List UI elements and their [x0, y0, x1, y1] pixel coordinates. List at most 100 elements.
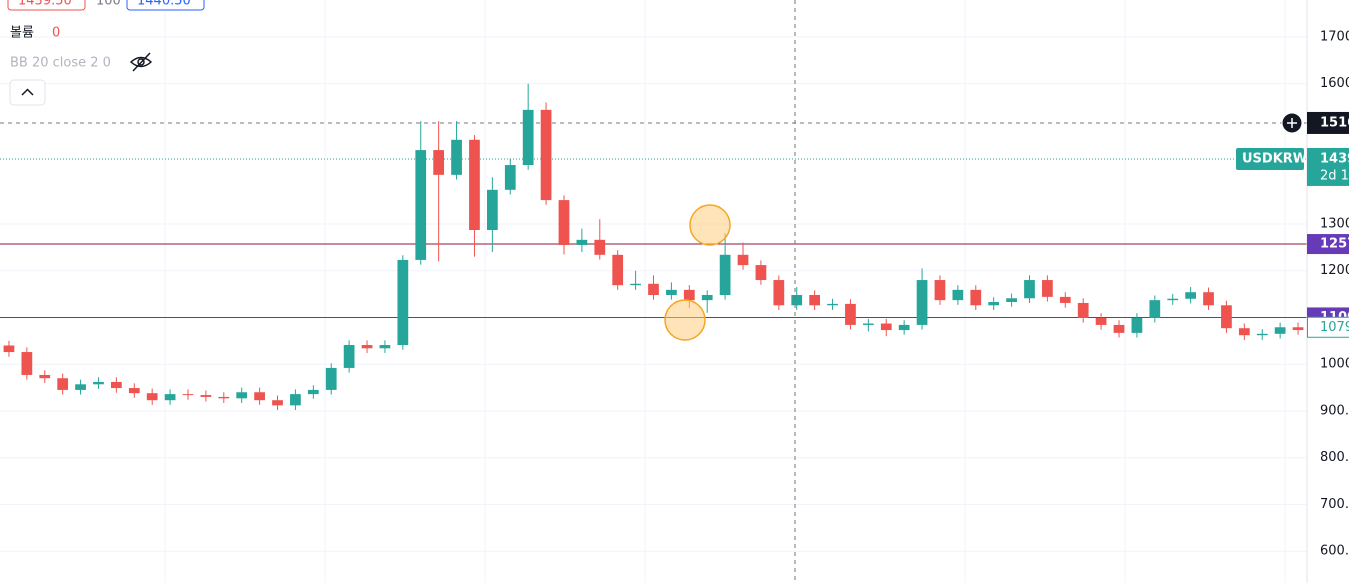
candle-body	[325, 367, 337, 390]
candle-body	[594, 239, 606, 255]
y-tick-label: 1200	[1320, 263, 1349, 278]
candle-body	[218, 396, 230, 399]
candle-body	[701, 295, 713, 301]
last-price-label: 1439	[1320, 151, 1349, 166]
candle-body	[612, 254, 624, 286]
candle-body	[576, 239, 588, 245]
y-tick-label: 1600	[1320, 76, 1349, 91]
legend-mid: 100	[96, 0, 121, 9]
y-tick-label: 600.	[1320, 544, 1349, 559]
candle-body	[522, 109, 534, 166]
marker-badge	[1307, 316, 1349, 338]
candle-body	[809, 295, 821, 306]
candle-body	[379, 345, 391, 349]
candle-body	[182, 394, 194, 396]
y-tick-label: 1300	[1320, 216, 1349, 231]
legend: 1439.50 100 1440.50 볼륨 0 BB 20 close 2 0	[7, 0, 205, 106]
legend-box	[126, 0, 205, 11]
candle-body	[1042, 280, 1053, 297]
candle-body	[1238, 328, 1250, 336]
candle-body	[128, 388, 140, 394]
candle-body	[934, 280, 946, 301]
candle-body	[719, 254, 731, 296]
candle-body	[1185, 292, 1196, 299]
candle-body	[1006, 298, 1017, 303]
legend-open: 1439.50	[18, 0, 72, 9]
candle-body	[1256, 333, 1268, 336]
candle-body	[1167, 298, 1179, 301]
legend-close: 1440.50	[137, 0, 191, 9]
candle-body	[827, 303, 838, 306]
candle-body	[164, 394, 176, 401]
symbol-label: USDKRW	[1242, 151, 1307, 166]
y-tick-label: 1700	[1320, 29, 1349, 44]
candle-body	[200, 395, 212, 397]
candle-body	[970, 289, 982, 306]
candle-body	[540, 109, 552, 201]
candle-body	[952, 289, 964, 301]
candle-body	[1131, 317, 1143, 333]
candle-body	[486, 189, 498, 231]
candle-body	[254, 392, 265, 401]
candle-body	[755, 265, 767, 281]
candle-body	[39, 374, 51, 379]
candle-body	[558, 200, 570, 245]
candle-body	[361, 345, 373, 349]
y-tick-label: 800.	[1320, 450, 1349, 465]
volume-value: 0	[52, 26, 60, 41]
level-badge	[1307, 234, 1349, 255]
candle-body	[75, 384, 86, 390]
y-tick-label: 700.	[1320, 497, 1349, 512]
candle-body	[57, 378, 69, 390]
candle-body	[93, 381, 104, 385]
candle-body	[1059, 296, 1071, 303]
legend-box	[7, 0, 86, 11]
candle-body	[1024, 280, 1035, 299]
candle-body	[862, 323, 874, 325]
candle-body	[1292, 327, 1304, 331]
candle-body	[3, 345, 15, 353]
last-price-badge	[1307, 147, 1349, 186]
candle-body	[146, 393, 158, 401]
candle-body	[1221, 305, 1232, 329]
highlight-circle	[689, 204, 731, 246]
candle-body	[415, 150, 427, 260]
y-tick-label: 1000	[1320, 357, 1349, 372]
candle-body	[988, 302, 1000, 306]
candle-body	[791, 295, 803, 306]
candle-body	[898, 324, 910, 331]
candle-body	[1149, 300, 1161, 318]
candle-body	[307, 389, 319, 395]
caret-icon	[21, 88, 34, 96]
candle-body	[397, 259, 409, 346]
candle-body	[433, 150, 445, 175]
y-tick-label: 900.	[1320, 403, 1349, 418]
candle-body	[845, 303, 856, 325]
candle-body	[451, 139, 462, 175]
candle-body	[773, 280, 785, 306]
candle-body	[111, 381, 122, 389]
bb-label: BB 20 close 2 0	[10, 56, 111, 71]
highlight-circle	[664, 299, 706, 341]
plus-icon	[1287, 117, 1297, 128]
candle-body	[916, 280, 928, 325]
candle-body	[666, 289, 677, 296]
candle-body	[1113, 324, 1125, 333]
candle-body	[737, 254, 749, 266]
candle-body	[630, 283, 641, 286]
crosshair-label: 1516	[1320, 115, 1349, 130]
candle-body	[880, 323, 892, 331]
candle-body	[290, 394, 301, 406]
hide-icon[interactable]	[129, 52, 153, 72]
candle-body	[469, 139, 480, 231]
volume-label: 볼륨	[10, 26, 34, 41]
vertical-grid	[164, 0, 1286, 583]
symbol-badge	[1236, 147, 1304, 170]
candle-body	[683, 289, 695, 301]
candle-body	[1077, 302, 1089, 318]
candle-body	[343, 345, 355, 368]
collapse-button[interactable]	[9, 79, 46, 106]
marker-label: 1079	[1320, 320, 1349, 335]
crosshair-badge	[1307, 111, 1349, 134]
